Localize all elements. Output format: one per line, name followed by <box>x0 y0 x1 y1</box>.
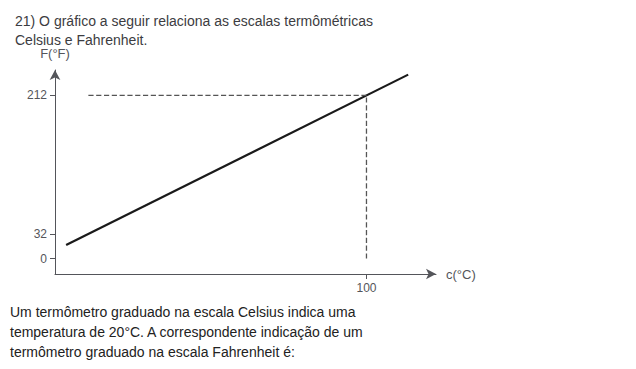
svg-text:Celsius e Fahrenheit.: Celsius e Fahrenheit. <box>15 32 147 48</box>
svg-text:c(°C): c(°C) <box>446 267 476 282</box>
svg-text:0: 0 <box>40 252 47 266</box>
svg-text:212: 212 <box>27 88 47 102</box>
svg-text:F(°F): F(°F) <box>40 46 70 61</box>
svg-text:32: 32 <box>34 227 48 241</box>
svg-text:Um termômetro graduado na esca: Um termômetro graduado na escala Celsius… <box>10 304 356 320</box>
svg-text:100: 100 <box>356 281 376 295</box>
svg-text:termômetro graduado na escala: termômetro graduado na escala Fahrenheit… <box>10 344 295 360</box>
svg-text:temperatura de 20°C. A corresp: temperatura de 20°C. A correspondente in… <box>10 324 363 340</box>
svg-text:21) O gráfico a seguir relacio: 21) O gráfico a seguir relaciona as esca… <box>15 13 373 29</box>
